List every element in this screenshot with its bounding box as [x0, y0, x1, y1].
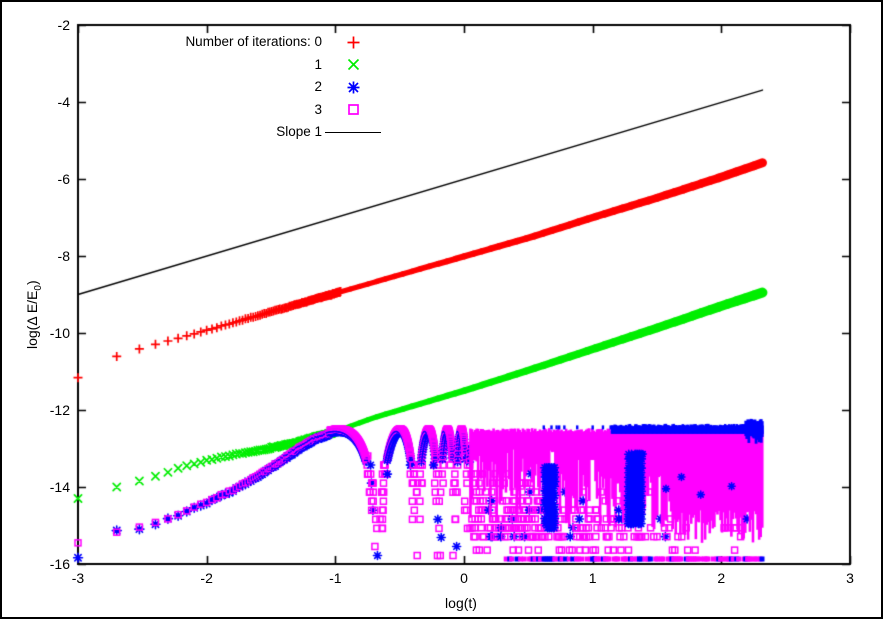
y-tick-label--8: -8 [57, 248, 70, 264]
legend-row-slope1: Slope 1 [120, 121, 384, 144]
x-tick-label-0: 0 [460, 570, 468, 586]
legend-row-iter0: Number of iterations: 0 [120, 31, 384, 54]
y-tick-label--10: -10 [49, 325, 70, 341]
legend-label-iter0: Number of iterations: 0 [185, 34, 322, 49]
legend: Number of iterations: 0 1 2 3 Slope 1 [120, 31, 384, 144]
legend-row-iter2: 2 [120, 76, 384, 99]
y-tick-label--12: -12 [49, 402, 70, 418]
legend-row-iter3: 3 [120, 99, 384, 122]
x-tick-label-2: 2 [717, 570, 726, 586]
y-tick-label--16: -16 [49, 556, 70, 572]
y-axis-label-sub: 0 [32, 285, 44, 291]
x-tick-label--1: -1 [329, 570, 342, 586]
legend-marker-asterisk-icon [322, 76, 384, 99]
y-tick-label--4: -4 [57, 94, 70, 110]
x-tick-label-1: 1 [588, 570, 597, 586]
legend-label-iter2: 2 [314, 79, 322, 94]
legend-marker-cross-icon [322, 54, 384, 77]
legend-marker-plus-icon [322, 31, 384, 54]
x-axis-label: log(t) [445, 595, 477, 611]
legend-marker-open-square-icon [322, 99, 384, 122]
y-tick-label--6: -6 [57, 171, 70, 187]
y-tick-label--2: -2 [57, 17, 70, 33]
legend-label-iter3: 3 [314, 101, 322, 117]
x-tick-label--2: -2 [200, 570, 213, 586]
y-tick-label--14: -14 [49, 479, 70, 495]
legend-row-iter1: 1 [120, 54, 384, 77]
y-axis-label-post: ) [24, 280, 40, 286]
x-tick-label-3: 3 [846, 570, 854, 586]
legend-line-slope1-icon [325, 131, 381, 133]
legend-sample-slope1 [322, 121, 384, 144]
legend-label-slope1: Slope 1 [276, 124, 322, 139]
x-tick-label--3: -3 [71, 570, 85, 586]
legend-label-iter1: 1 [314, 56, 322, 72]
